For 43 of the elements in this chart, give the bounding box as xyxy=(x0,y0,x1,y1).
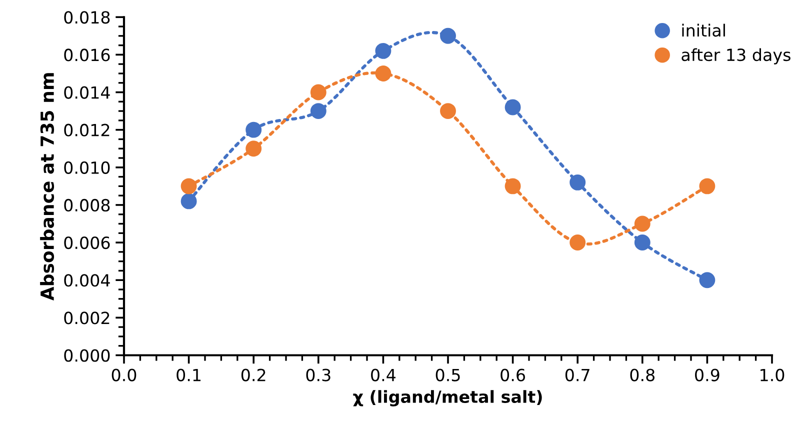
point xyxy=(246,122,262,138)
point xyxy=(634,234,650,251)
point xyxy=(504,178,521,194)
x-tick-label: 0.6 xyxy=(500,368,526,382)
point xyxy=(180,193,197,210)
y-tick-label: 0.010 xyxy=(64,161,110,174)
x-tick-label: 0.0 xyxy=(112,368,136,382)
point xyxy=(375,42,392,59)
point xyxy=(310,84,326,100)
y-tick-label: 0.000 xyxy=(64,349,110,362)
y-tick-label: 0.004 xyxy=(64,274,110,287)
x-tick-label: 0.7 xyxy=(565,368,590,382)
y-tick-label: 0.012 xyxy=(64,124,110,136)
y-tick-label: 0.008 xyxy=(64,198,110,212)
point xyxy=(504,99,521,116)
y-tick-label: 0.006 xyxy=(64,236,110,250)
x-tick-label: 0.2 xyxy=(241,368,266,382)
legend-label: initial xyxy=(682,24,725,37)
point xyxy=(180,178,197,194)
y-tick-label: 0.002 xyxy=(64,312,110,324)
y-tick-label: 0.016 xyxy=(64,48,110,62)
x-tick-label: 0.5 xyxy=(436,368,460,382)
point xyxy=(634,216,650,232)
y-tick-label: 0.018 xyxy=(64,11,110,24)
point xyxy=(570,234,586,251)
x-tick-label: 0.4 xyxy=(371,368,396,382)
x-tick-label: 0.9 xyxy=(695,368,720,382)
point xyxy=(440,28,456,44)
x-tick-label: 1.0 xyxy=(760,368,784,382)
point xyxy=(246,140,262,157)
point xyxy=(699,178,716,194)
point xyxy=(440,103,456,120)
x-tick-label: 0.1 xyxy=(176,368,201,382)
point xyxy=(310,103,326,120)
point xyxy=(570,174,586,190)
y-axis-title: Absorbance at 735 nm xyxy=(40,73,54,301)
point xyxy=(375,65,392,82)
x-tick-label: 0.3 xyxy=(306,368,330,382)
point xyxy=(699,272,716,288)
legend-label: after 13 days xyxy=(682,48,790,64)
y-tick-label: 0.014 xyxy=(64,86,110,99)
x-tick-label: 0.8 xyxy=(630,368,655,382)
x-axis-title: χ (ligand/metal salt) xyxy=(353,390,542,406)
